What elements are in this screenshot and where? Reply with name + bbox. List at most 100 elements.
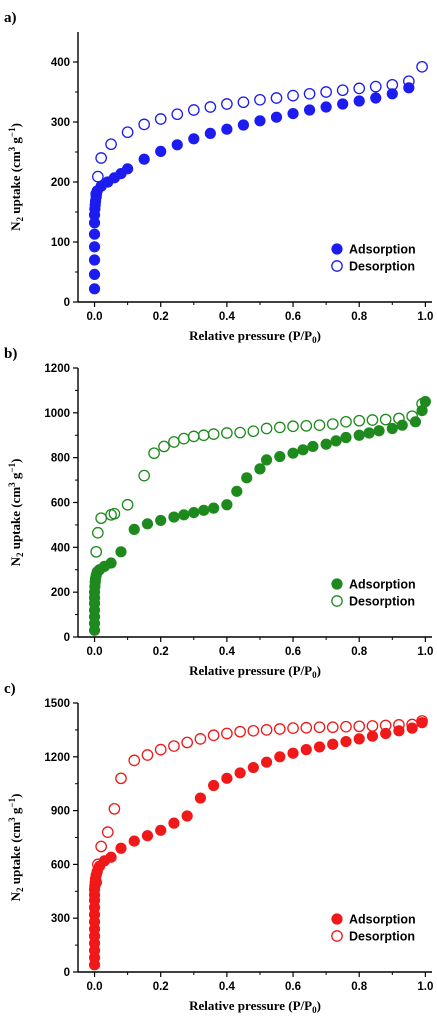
data-point <box>254 115 266 127</box>
x-axis-title: Relative pressure (P/P0) <box>189 328 321 345</box>
y-tick-label: 600 <box>51 859 70 871</box>
data-point <box>221 727 233 740</box>
y-tick-label: 800 <box>51 453 70 465</box>
data-point <box>396 419 408 431</box>
data-point <box>171 108 184 121</box>
y-tick-label: 300 <box>51 913 70 925</box>
data-point <box>379 413 392 426</box>
data-point <box>188 133 200 145</box>
data-point <box>128 835 140 847</box>
chart-panel-c: c) 0.0 0.2 0.4 0.6 0.8 1.0 0 300 600 900 1200 1500 Re… <box>4 681 433 1015</box>
x-tick-label: 0.8 <box>351 646 368 658</box>
data-point <box>340 415 352 428</box>
data-point <box>237 96 250 109</box>
data-point <box>181 810 193 822</box>
data-point <box>297 444 309 456</box>
data-point <box>370 92 382 104</box>
data-point <box>393 725 405 737</box>
y-tick-label: 1200 <box>44 752 70 764</box>
x-axis-title: Relative pressure (P/P0) <box>189 998 321 1015</box>
y-tick-label: 300 <box>51 117 70 129</box>
data-point <box>380 727 392 740</box>
data-point <box>138 469 151 482</box>
data-point <box>260 756 273 768</box>
data-point <box>115 772 127 785</box>
data-point <box>393 412 405 425</box>
data-point <box>237 119 250 131</box>
data-point <box>320 101 332 113</box>
x-axis-title: Relative pressure (P/P0) <box>189 663 321 680</box>
data-point <box>154 743 167 756</box>
data-point <box>198 504 210 516</box>
data-point <box>260 454 273 466</box>
data-point <box>148 447 160 460</box>
data-point <box>122 163 134 175</box>
data-point <box>92 858 104 871</box>
data-point <box>115 842 127 854</box>
legend-marker <box>331 930 343 942</box>
series-desorption <box>90 715 428 889</box>
data-point <box>221 499 233 511</box>
data-point <box>393 719 405 731</box>
panel-label: c) <box>4 681 16 697</box>
data-point <box>154 113 167 125</box>
data-point <box>208 502 220 514</box>
data-point <box>247 724 260 737</box>
data-point <box>204 127 216 139</box>
data-point <box>287 108 299 120</box>
data-point <box>366 720 379 732</box>
data-point <box>121 126 134 139</box>
data-point <box>221 772 233 784</box>
chart-panel-b: b) 0.0 0.2 0.4 0.6 0.8 1.0 0 200 400 600 800 1000 120… <box>4 346 433 680</box>
data-point <box>303 104 316 116</box>
data-point <box>254 463 266 475</box>
data-point <box>171 139 183 151</box>
data-point <box>221 123 233 135</box>
data-point <box>158 440 170 453</box>
data-point <box>194 792 207 804</box>
y-tick-label: 1200 <box>44 363 70 375</box>
data-point <box>92 526 104 539</box>
data-point <box>287 747 299 759</box>
data-point <box>188 506 200 519</box>
data-point <box>234 725 246 738</box>
data-point <box>231 485 243 497</box>
x-tick-label: 0.6 <box>285 646 301 658</box>
legend-marker <box>331 913 343 925</box>
data-point <box>90 545 103 558</box>
data-point <box>254 93 266 106</box>
data-point <box>207 428 220 440</box>
panel-label: b) <box>4 346 17 362</box>
data-point <box>90 188 103 200</box>
data-point <box>274 450 286 463</box>
y-tick-label: 600 <box>51 498 70 510</box>
data-point <box>168 740 180 752</box>
data-point <box>88 228 101 240</box>
data-point <box>326 418 339 430</box>
data-point <box>95 512 108 525</box>
series-adsorption <box>88 82 415 295</box>
data-point <box>234 767 246 779</box>
data-point <box>300 419 313 432</box>
data-point <box>168 817 180 829</box>
legend: Adsorption Desorption <box>331 243 416 274</box>
x-tick-label: 0.4 <box>219 646 236 658</box>
data-point <box>386 88 398 100</box>
data-point <box>406 722 418 734</box>
data-point <box>340 431 352 444</box>
y-tick-label: 0 <box>64 632 70 644</box>
data-point <box>194 733 207 745</box>
data-point <box>406 718 418 731</box>
x-tick-label: 0.8 <box>351 311 368 323</box>
legend-label: Adsorption <box>349 913 416 927</box>
data-point <box>287 722 299 734</box>
data-point <box>287 447 299 459</box>
data-point <box>340 720 352 733</box>
x-tick-label: 1.0 <box>417 311 433 323</box>
y-axis-title: N2 uptake (cm3 g−1) <box>7 794 25 902</box>
data-point <box>141 518 154 530</box>
data-point <box>303 87 316 100</box>
data-point <box>95 840 108 853</box>
legend-marker <box>331 595 343 607</box>
x-tick-label: 0.0 <box>87 311 103 323</box>
